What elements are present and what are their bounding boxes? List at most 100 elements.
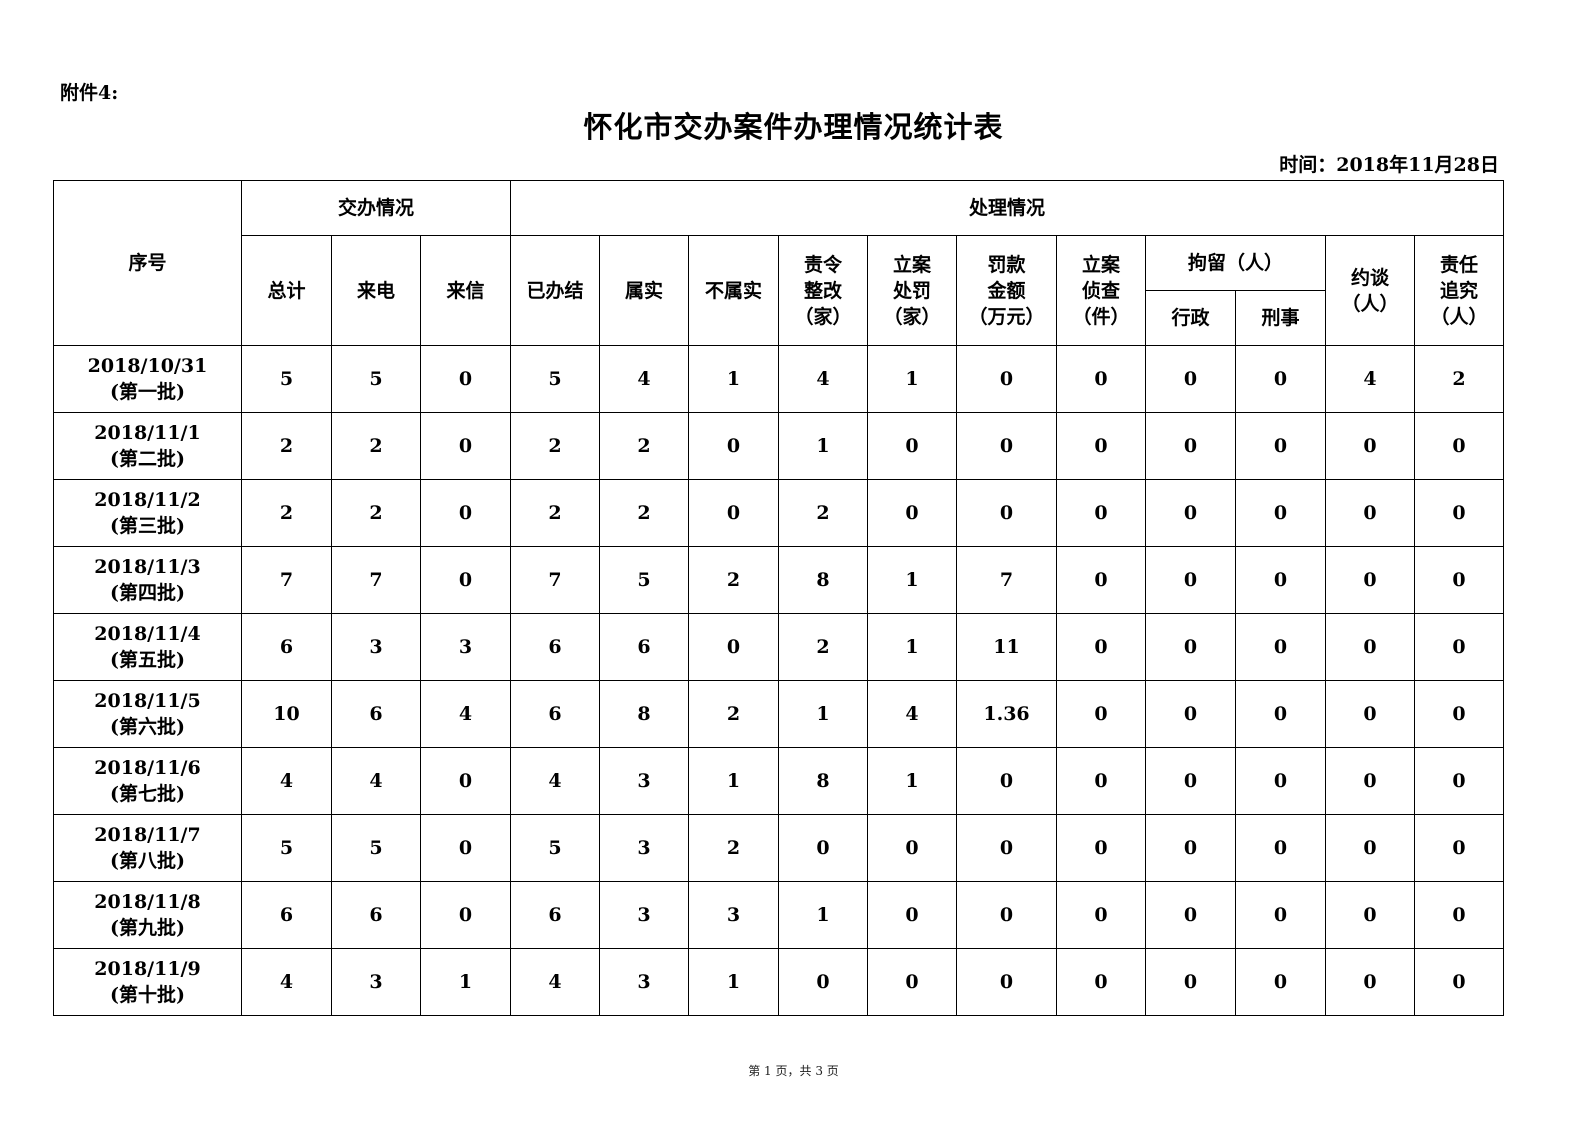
- header-detain: 拘留（人）: [1145, 235, 1326, 291]
- table-cell: 4: [241, 747, 332, 815]
- table-cell: 0: [1056, 345, 1146, 413]
- table-cell: 0: [1325, 814, 1415, 882]
- table-cell: 11: [956, 613, 1057, 681]
- table-cell: 0: [420, 546, 511, 614]
- table-cell: 0: [956, 814, 1057, 882]
- table-cell: 0: [1413, 881, 1505, 949]
- header-investigate: 立案 侦查 （件）: [1056, 235, 1146, 346]
- table-cell: 0: [1235, 747, 1326, 815]
- table-cell: 0: [956, 412, 1057, 480]
- table-cell: 3: [599, 881, 689, 949]
- header-seq: 序号: [53, 180, 242, 346]
- table-cell: 0: [1325, 948, 1415, 1016]
- table-cell: 0: [1145, 613, 1236, 681]
- table-cell: 2: [241, 479, 332, 547]
- table-cell: 0: [1235, 479, 1326, 547]
- table-cell: 5: [241, 814, 332, 882]
- table-cell: 0: [420, 814, 511, 882]
- row-label: 2018/11/6 (第七批): [53, 747, 242, 815]
- row-batch: (第七批): [110, 783, 185, 805]
- row-batch: (第五批): [110, 649, 185, 671]
- table-cell: 0: [1056, 546, 1146, 614]
- table-cell: 0: [1056, 479, 1146, 547]
- table-cell: 10: [241, 680, 332, 748]
- header-interview: 约谈 （人）: [1325, 235, 1415, 346]
- table-cell: 2: [510, 479, 600, 547]
- header-group-assigned: 交办情况: [241, 180, 511, 236]
- table-cell: 0: [1056, 881, 1146, 949]
- table-cell: 0: [867, 479, 957, 547]
- table-cell: 0: [688, 412, 779, 480]
- table-cell: 5: [331, 814, 421, 882]
- header-letter: 来信: [420, 235, 511, 346]
- table-cell: 3: [599, 747, 689, 815]
- table-cell: 0: [1325, 546, 1415, 614]
- table-cell: 0: [420, 479, 511, 547]
- table-cell: 0: [1235, 546, 1326, 614]
- table-cell: 0: [1413, 412, 1505, 480]
- table-row: 2018/11/8 (第九批) 6 6 0 6 3 3 1 0 0 0 0 0 0 0: [53, 881, 1505, 949]
- table-cell: 2: [688, 546, 779, 614]
- table-cell: 4: [420, 680, 511, 748]
- table-cell: 0: [1056, 814, 1146, 882]
- table-cell: 1: [420, 948, 511, 1016]
- table-cell: 7: [331, 546, 421, 614]
- header-total: 总计: [241, 235, 332, 346]
- table-cell: 1: [867, 546, 957, 614]
- table-cell: 1: [688, 747, 779, 815]
- table-cell: 0: [1235, 881, 1326, 949]
- table-cell: 1: [778, 412, 868, 480]
- table-cell: 0: [1325, 881, 1415, 949]
- attachment-label: 附件4:: [60, 82, 119, 104]
- table-cell: 0: [1056, 613, 1146, 681]
- row-batch: (第八批): [110, 850, 185, 872]
- table-cell: 1: [778, 680, 868, 748]
- table-body: 2018/10/31 (第一批) 5 5 0 5 4 1 4 1 0 0 0 0 4 2 2018/11/1 (第…: [53, 345, 1505, 1016]
- table-cell: 0: [688, 479, 779, 547]
- table-cell: 0: [1235, 814, 1326, 882]
- table-cell: 4: [867, 680, 957, 748]
- table-cell: 0: [1325, 479, 1415, 547]
- header-penalty: 立案 处罚 （家）: [867, 235, 957, 346]
- row-date: 2018/11/5: [94, 690, 201, 712]
- table-cell: 0: [1413, 479, 1505, 547]
- row-batch: (第四批): [110, 582, 185, 604]
- table-cell: 1.36: [956, 680, 1057, 748]
- table-row: 2018/11/9 (第十批) 4 3 1 4 3 1 0 0 0 0 0 0 0 0: [53, 948, 1505, 1016]
- header-group-handled: 处理情况: [509, 180, 1505, 236]
- table-cell: 1: [867, 345, 957, 413]
- row-batch: (第二批): [110, 448, 185, 470]
- row-label: 2018/11/4 (第五批): [53, 613, 242, 681]
- table-cell: 5: [510, 814, 600, 882]
- table-cell: 0: [956, 747, 1057, 815]
- row-date: 2018/11/8: [94, 891, 201, 913]
- table-cell: 0: [1325, 613, 1415, 681]
- table-cell: 0: [1056, 747, 1146, 815]
- table-cell: 6: [331, 680, 421, 748]
- table-cell: 0: [1145, 479, 1236, 547]
- table-cell: 2: [599, 412, 689, 480]
- table-cell: 0: [1413, 546, 1505, 614]
- row-label: 2018/10/31 (第一批): [53, 345, 242, 413]
- table-cell: 0: [1325, 680, 1415, 748]
- table-cell: 5: [510, 345, 600, 413]
- table-cell: 3: [599, 948, 689, 1016]
- table-cell: 2: [241, 412, 332, 480]
- table-row: 2018/10/31 (第一批) 5 5 0 5 4 1 4 1 0 0 0 0 4 2: [53, 345, 1505, 413]
- table-cell: 0: [420, 747, 511, 815]
- table-cell: 0: [1413, 814, 1505, 882]
- table-cell: 4: [510, 747, 600, 815]
- table-cell: 0: [1056, 680, 1146, 748]
- header-fine: 罚款 金额 （万元）: [956, 235, 1057, 346]
- table-cell: 0: [1145, 680, 1236, 748]
- page-footer: 第 1 页，共 3 页: [748, 1064, 839, 1078]
- table-cell: 5: [599, 546, 689, 614]
- table-cell: 0: [688, 613, 779, 681]
- header-detain-criminal: 刑事: [1235, 290, 1326, 346]
- header-closed: 已办结: [510, 235, 600, 346]
- table-cell: 0: [778, 948, 868, 1016]
- page-title: 怀化市交办案件办理情况统计表: [583, 110, 1004, 144]
- table-cell: 0: [1235, 948, 1326, 1016]
- table-cell: 0: [1145, 948, 1236, 1016]
